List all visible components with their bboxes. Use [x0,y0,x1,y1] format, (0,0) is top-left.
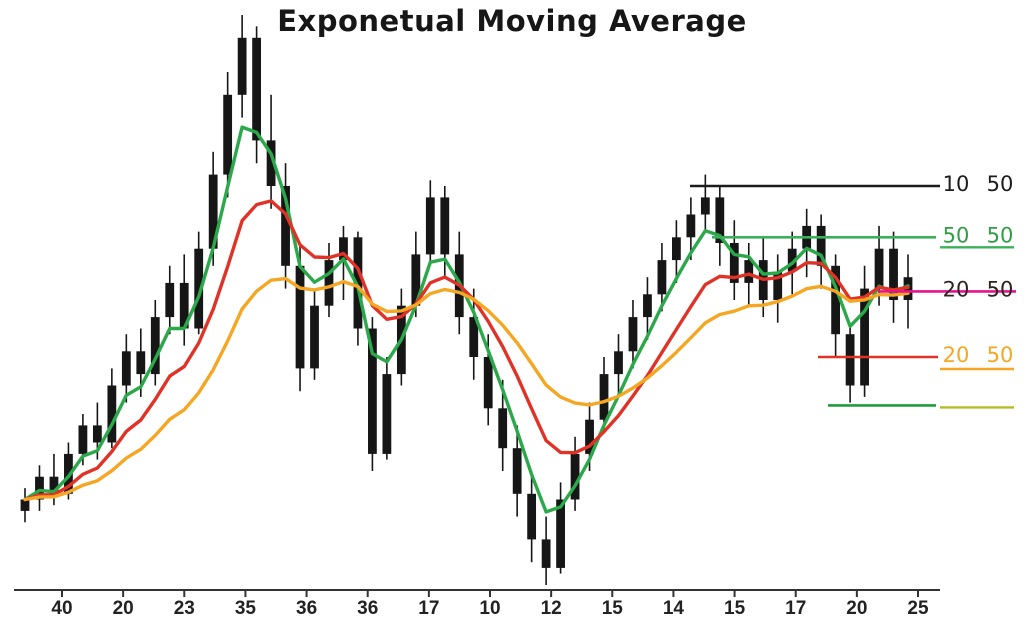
ema-medium-line [23,199,910,502]
x-tick-label: 17 [785,598,806,619]
candle-body [179,282,189,329]
candle-body [107,385,117,443]
candle-body [527,493,537,540]
candle-body [860,288,869,386]
candle-body [831,265,841,335]
candle-body [208,174,218,249]
candle-body [585,419,594,454]
level-magenta-label-right: 50 [987,277,1014,301]
candle-body [845,334,855,386]
candle-body [483,357,493,409]
candle-body [194,248,204,329]
candle-body [425,197,435,255]
candle-body [889,248,898,300]
candle-body [700,197,710,215]
candle-body [136,351,146,375]
level-black-label-right: 50 [987,172,1014,196]
candle-body [614,351,623,375]
ema-slow-line [23,276,910,502]
candle-body [512,448,522,494]
x-tick-label: 15 [602,598,624,619]
candle-body [78,425,88,454]
candle-body [787,248,797,272]
candle-body [469,317,479,357]
candle-body [541,539,551,568]
candle-body [382,374,392,454]
candle-body [773,271,783,300]
candle-body [237,37,247,95]
x-tick-label: 20 [113,598,134,619]
level-black-label-left: 10 [943,172,970,196]
candle-body [165,282,175,318]
candle-body [440,197,450,255]
candle-body [49,476,59,494]
candle-body [744,260,754,283]
candle-body [150,317,160,375]
candle-body [643,294,652,318]
candle-body [498,408,508,449]
candle-body [729,243,739,283]
x-tick-label: 15 [724,598,746,619]
candle-body [310,305,319,369]
level-green-label-right: 50 [987,223,1014,247]
x-tick-label: 14 [663,598,685,619]
candle-body [223,94,233,175]
candle-body [816,225,826,266]
x-tick-label: 20 [846,598,867,619]
candle-body [874,248,884,289]
candle-body [20,499,30,511]
x-tick-label: 35 [235,598,257,619]
x-tick-label: 23 [174,598,195,619]
candle-body [599,374,609,420]
candle-body [252,37,262,141]
level-red-label-left: 20 [943,343,970,367]
candle-body [324,260,334,306]
x-tick-label: 10 [479,598,500,619]
candle-body [121,351,131,386]
candle-body [266,140,276,186]
chart-title: Exponetual Moving Average [277,4,747,38]
candle-body [35,476,44,500]
x-tick-label: 25 [907,598,929,619]
candle-body [657,260,667,295]
level-red-label-right: 50 [987,343,1014,367]
x-tick-label: 12 [541,598,562,619]
x-tick-label: 36 [296,598,317,619]
x-tick-label: 40 [51,598,72,619]
x-tick-label: 36 [357,598,378,619]
candle-body [628,317,638,352]
candle-body [411,254,421,306]
candle-body [92,425,102,443]
candle-body [686,214,696,238]
candle-body [368,328,377,454]
candle-body [339,237,348,261]
candle-body [671,237,681,261]
x-tick-label: 17 [418,598,439,619]
level-magenta-label-left: 20 [943,277,970,301]
candle-body [570,453,580,500]
candle-body [295,265,305,369]
candle-body [556,499,565,568]
candle-body [715,197,725,243]
candle-body [353,237,363,329]
candle-body [281,186,290,266]
level-green-label-left: 50 [943,223,970,247]
